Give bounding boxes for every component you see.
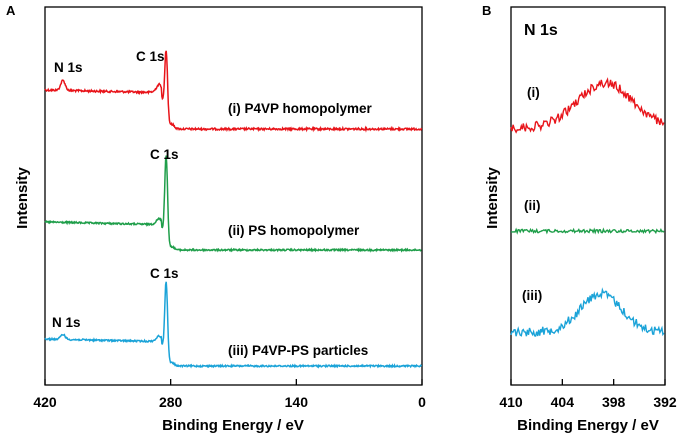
panel-b-xlabel: Binding Energy / eV <box>517 417 659 434</box>
panel-b-x-ticks: 410 404 398 392 <box>499 379 677 410</box>
panel-a-xlabel: Binding Energy / eV <box>162 417 304 434</box>
panel-a-ylabel: Intensity <box>14 167 31 229</box>
panel-a-traces <box>44 50 423 369</box>
trace-label-iii: (iii) P4VP-PS particles <box>228 343 368 358</box>
panel-b-ylabel: Intensity <box>484 167 501 229</box>
panel-b-traces <box>510 77 665 337</box>
peak-label-c1s-i: C 1s <box>136 49 165 64</box>
panel-label-a: A <box>6 3 16 18</box>
panel-b-tick-label-392: 392 <box>653 394 677 410</box>
panel-b-tick-label-410: 410 <box>499 394 523 410</box>
peak-label-n1s-i: N 1s <box>54 60 83 75</box>
trace-label-i: (i) P4VP homopolymer <box>228 101 373 116</box>
peak-label-n1s-iii: N 1s <box>52 315 81 330</box>
panel-b-label-ii: (ii) <box>524 198 541 213</box>
panel-label-b: B <box>482 3 491 18</box>
panel-a-series-line-2 <box>44 155 422 253</box>
panel-b-tick-label-404: 404 <box>551 394 575 410</box>
panel-a-series-line-3 <box>44 281 423 369</box>
panel-a-tick-label-420: 420 <box>33 394 57 410</box>
panel-b-label-i: (i) <box>527 85 540 100</box>
panel-b-series-line-3 <box>510 287 665 337</box>
panel-a-tick-label-280: 280 <box>159 394 183 410</box>
panel-b-frame <box>510 6 666 386</box>
panel-b-label-iii: (iii) <box>522 288 542 303</box>
panel-b-series-line-1 <box>510 77 665 134</box>
peak-label-c1s-iii: C 1s <box>150 266 179 281</box>
trace-label-ii: (ii) PS homopolymer <box>228 223 360 238</box>
panel-a-series-line-1 <box>44 50 423 133</box>
panel-b-series-line-2 <box>511 227 665 235</box>
panel-a-tick-label-0: 0 <box>418 394 426 410</box>
peak-label-c1s-ii: C 1s <box>150 147 179 162</box>
panel-a-tick-label-140: 140 <box>285 394 309 410</box>
panel-b-tick-label-398: 398 <box>602 394 626 410</box>
panel-a-frame <box>44 6 423 386</box>
panel-a-x-ticks: 420 280 140 0 <box>33 379 426 410</box>
panel-b-title: N 1s <box>524 22 558 39</box>
